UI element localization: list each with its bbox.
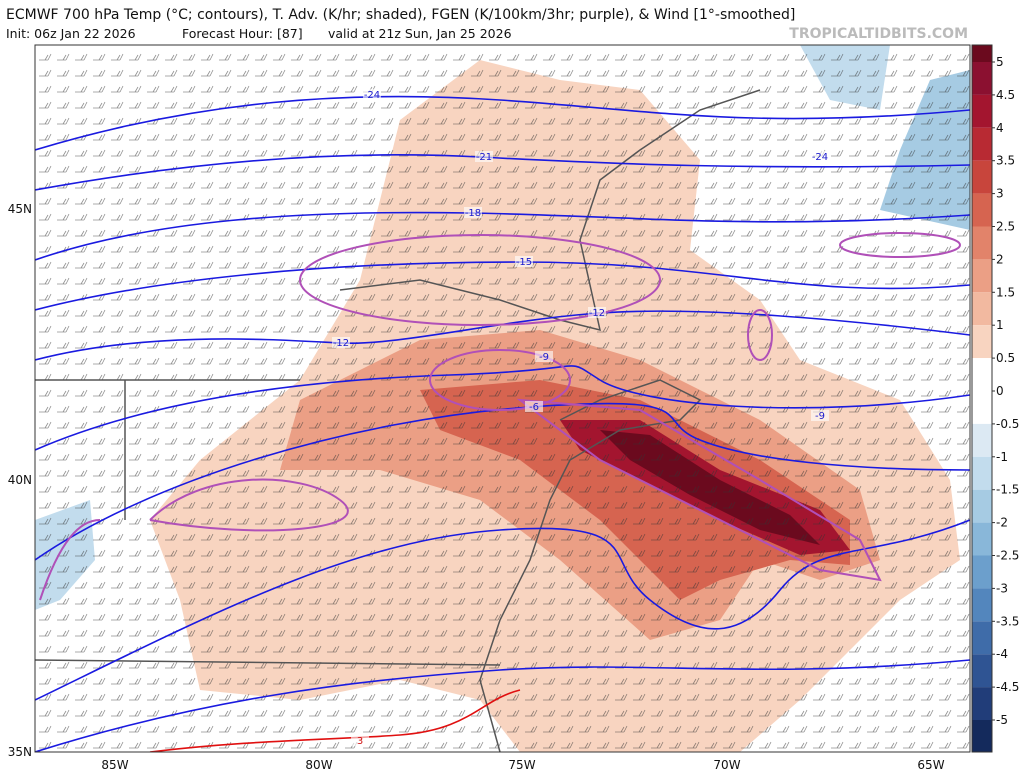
lon-label: 70W — [713, 758, 740, 772]
colorbar-segment — [972, 423, 992, 457]
colorbar-label: 0 — [996, 384, 1004, 398]
contour-label: -9 — [539, 352, 549, 363]
colorbar-label: 4 — [996, 121, 1004, 135]
colorbar-segment — [972, 456, 992, 490]
colorbar-segment — [972, 45, 992, 62]
contour-label-bg — [475, 151, 493, 162]
colorbar-label: 0.5 — [996, 351, 1015, 365]
colorbar-segment — [972, 160, 992, 194]
colorbar-segment — [972, 193, 992, 227]
lat-label: 45N — [8, 202, 32, 216]
lon-label: 80W — [305, 758, 332, 772]
contour-label: -12 — [589, 308, 605, 319]
colorbar-segment — [972, 292, 992, 326]
contour-label: -21 — [476, 152, 492, 163]
colorbar-label: 2 — [996, 252, 1004, 266]
contour-label-bg — [464, 207, 482, 218]
colorbar-label: -1.5 — [996, 483, 1019, 497]
colorbar-segment — [972, 522, 992, 556]
contour-label-bg — [515, 256, 533, 267]
map-frame — [34, 44, 971, 753]
lon-label: 65W — [917, 758, 944, 772]
colorbar-label: -2 — [996, 516, 1008, 530]
contour-label-bg — [811, 151, 829, 162]
colorbar-label: 3.5 — [996, 154, 1015, 168]
init: Init: 06z Jan 22 2026 — [6, 26, 136, 41]
colorbar-segment — [972, 489, 992, 523]
contour-label: -24 — [812, 152, 828, 163]
contour-label-bg — [811, 410, 829, 421]
valid-time: valid at 21z Sun, Jan 25 2026 — [328, 26, 512, 41]
contour-label: -24 — [364, 90, 380, 101]
colorbar-label: 5 — [996, 55, 1004, 69]
colorbar-frame — [971, 44, 993, 753]
contour-label: -9 — [815, 411, 825, 422]
contour-label-bg — [588, 307, 606, 318]
colorbar-segment — [972, 226, 992, 260]
colorbar-label: -2.5 — [996, 549, 1019, 563]
colorbar-label: 2.5 — [996, 220, 1015, 234]
colorbar-segment — [972, 555, 992, 589]
colorbar-segment — [972, 687, 992, 720]
contour-label: -6 — [529, 402, 539, 413]
colorbar-label: 1 — [996, 318, 1004, 332]
colorbar-label: 3 — [996, 187, 1004, 201]
colorbar-segment — [972, 654, 992, 688]
colorbar-label: -3 — [996, 581, 1008, 595]
colorbar-label: -3.5 — [996, 614, 1019, 628]
forecast-hour: Forecast Hour: [87] — [182, 26, 303, 41]
map — [35, 45, 970, 752]
contour-label: -18 — [465, 208, 481, 219]
colorbar-label: -0.5 — [996, 417, 1019, 431]
lon-label: 75W — [508, 758, 535, 772]
colorbar-segment — [972, 62, 992, 95]
colorbar-segment — [972, 358, 992, 391]
title: ECMWF 700 hPa Temp (°C; contours), T. Ad… — [6, 7, 795, 23]
contour-label-bg — [525, 401, 543, 412]
colorbar-label: 4.5 — [996, 88, 1015, 102]
contour-label-bg — [332, 337, 350, 348]
contour-label-bg — [535, 351, 553, 362]
colorbar-label: -5 — [996, 713, 1008, 727]
colorbar-segment — [972, 259, 992, 293]
colorbar-segment — [972, 588, 992, 622]
colorbar-segment — [972, 94, 992, 128]
lat-label: 40N — [8, 473, 32, 487]
colorbar-segment — [972, 127, 992, 161]
colorbar-label: -1 — [996, 450, 1008, 464]
colorbar: 5 4.5 4 3.5 3 2.5 2 1.5 1 0.5 0 -0.5 -1 -1.5 -2 -2.5 -3 -… — [971, 44, 1019, 753]
contour-label: -12 — [333, 338, 349, 349]
colorbar-label: -4.5 — [996, 680, 1019, 694]
contour-label: -15 — [516, 257, 532, 268]
contour-label: 3 — [357, 736, 363, 747]
colorbar-label: -4 — [996, 647, 1008, 661]
colorbar-segment — [972, 391, 992, 424]
colorbar-segment — [972, 325, 992, 359]
colorbar-segment — [972, 720, 992, 752]
contour-label-bg — [351, 735, 369, 746]
watermark: TROPICALTIDBITS.COM — [789, 26, 968, 42]
colorbar-segment — [972, 621, 992, 655]
colorbar-label: 1.5 — [996, 285, 1015, 299]
lon-label: 85W — [101, 758, 128, 772]
lat-label: 35N — [8, 745, 32, 759]
contour-label-bg — [363, 89, 381, 100]
